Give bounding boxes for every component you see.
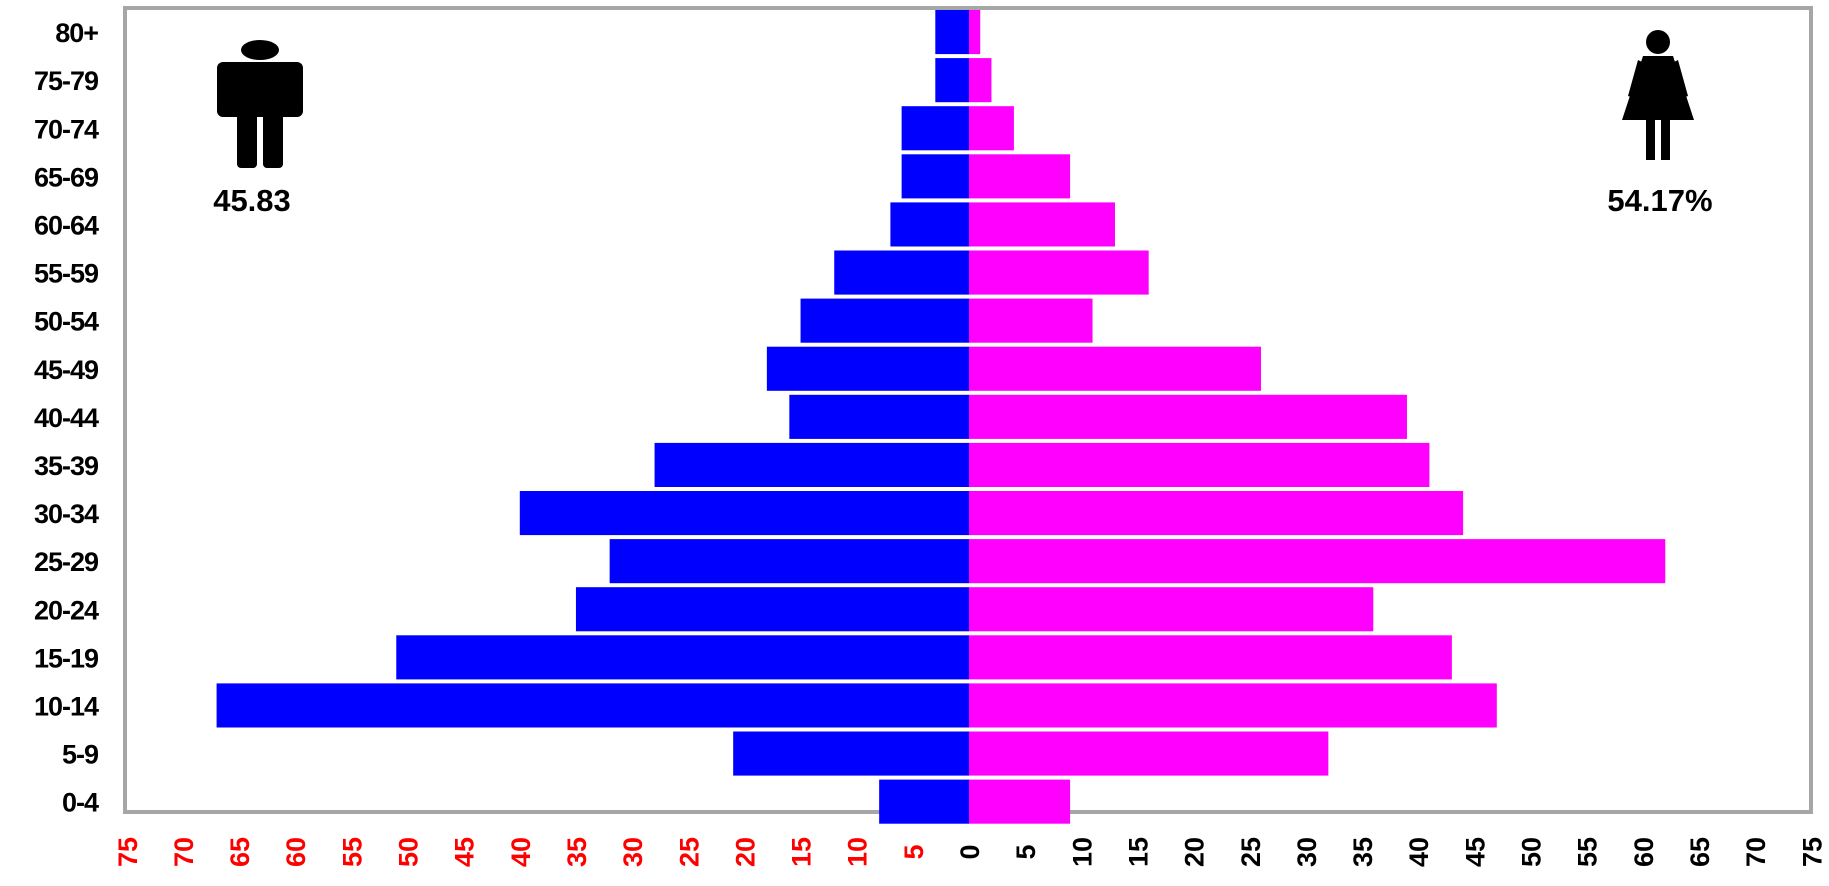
age-label-0-4: 0-4 [62,788,99,818]
age-label-30-34: 30-34 [34,499,99,529]
x-axis-tick-labels: 75 70 65 60 55 50 45 40 35 30 25 20 15 10 5 0 5 10 15 20 25 3… [113,837,1828,867]
male-bar-15-19 [396,635,969,680]
x-tick-label: 15 [1123,837,1153,867]
male-bar-45-49 [766,346,969,391]
age-label-15-19: 15-19 [34,643,99,673]
female-bar-0-4 [969,779,1071,824]
female-bar-80+ [969,10,981,55]
x-tick-label: 40 [1404,837,1434,867]
x-tick-label: 75 [1797,837,1827,867]
male-bar-40-44 [789,394,969,439]
age-label-75-79: 75-79 [34,66,99,96]
male-icon [217,40,303,168]
female-bar-55-59 [969,250,1149,295]
female-icon [1622,30,1694,160]
male-bar-25-29 [609,539,969,584]
x-tick-label: 70 [169,837,199,867]
x-tick-label: 50 [1517,837,1547,867]
x-tick-label: 0 [955,844,985,859]
male-bar-0-4 [879,779,969,824]
x-tick-label: 5 [899,844,929,859]
age-label-25-29: 25-29 [34,547,99,577]
age-label-80+: 80+ [55,18,98,48]
x-tick-label: 5 [1011,844,1041,859]
x-tick-label: 65 [225,837,255,867]
female-bar-25-29 [969,539,1666,584]
male-bar-10-14 [216,683,970,728]
x-tick-label: 70 [1741,837,1771,867]
female-bar-10-14 [969,683,1497,728]
age-label-50-54: 50-54 [34,307,99,337]
x-tick-label: 30 [1292,837,1322,867]
x-tick-label: 25 [1236,837,1266,867]
female-bar-50-54 [969,298,1093,343]
x-tick-label: 60 [281,837,311,867]
female-bar-35-39 [969,442,1430,487]
age-label-60-64: 60-64 [34,210,99,240]
x-tick-label: 40 [506,837,536,867]
x-tick-label: 75 [113,837,143,867]
age-label-20-24: 20-24 [34,595,99,625]
x-tick-label: 10 [1067,837,1097,867]
age-label-10-14: 10-14 [34,691,99,721]
male-bar-50-54 [800,298,969,343]
age-label-40-44: 40-44 [34,403,99,433]
male-bar-75-79 [935,58,969,103]
male-bar-80+ [935,10,969,55]
age-label-5-9: 5-9 [62,740,99,770]
x-tick-label: 60 [1629,837,1659,867]
male-bar-65-69 [901,154,969,199]
age-label-45-49: 45-49 [34,355,99,385]
x-tick-label: 55 [337,837,367,867]
age-label-35-39: 35-39 [34,451,99,481]
x-tick-label: 20 [1180,837,1210,867]
x-tick-label: 15 [787,837,817,867]
female-bar-40-44 [969,394,1407,439]
age-axis-labels: 0-4 5-9 10-14 15-19 20-24 25-29 30-34 35-39 40-4… [34,18,100,818]
male-percentage-label: 45.83 [213,183,291,218]
male-bar-20-24 [575,587,969,632]
female-bar-20-24 [969,587,1374,632]
female-bar-60-64 [969,202,1115,247]
male-bar-35-39 [654,442,969,487]
x-tick-label: 50 [394,837,424,867]
female-bar-5-9 [969,731,1329,776]
male-bar-70-74 [901,106,969,151]
female-bar-75-79 [969,58,992,103]
x-tick-label: 20 [730,837,760,867]
female-bar-15-19 [969,635,1452,680]
female-bar-30-34 [969,491,1464,536]
x-tick-label: 25 [674,837,704,867]
male-bar-5-9 [733,731,969,776]
x-tick-label: 10 [843,837,873,867]
female-bar-70-74 [969,106,1014,151]
female-percentage-label: 54.17% [1607,183,1712,218]
male-bars [216,10,970,824]
female-bar-65-69 [969,154,1071,199]
x-tick-label: 45 [1460,837,1490,867]
female-bar-45-49 [969,346,1261,391]
male-bar-30-34 [519,491,969,536]
age-label-55-59: 55-59 [34,259,99,289]
x-tick-label: 55 [1573,837,1603,867]
female-bars [969,10,1666,824]
x-tick-label: 35 [562,837,592,867]
age-label-70-74: 70-74 [34,114,99,144]
x-tick-label: 30 [618,837,648,867]
x-tick-label: 35 [1348,837,1378,867]
male-bar-60-64 [890,202,969,247]
x-tick-label: 45 [450,837,480,867]
x-tick-label: 65 [1685,837,1715,867]
male-bar-55-59 [834,250,969,295]
age-label-65-69: 65-69 [34,162,99,192]
